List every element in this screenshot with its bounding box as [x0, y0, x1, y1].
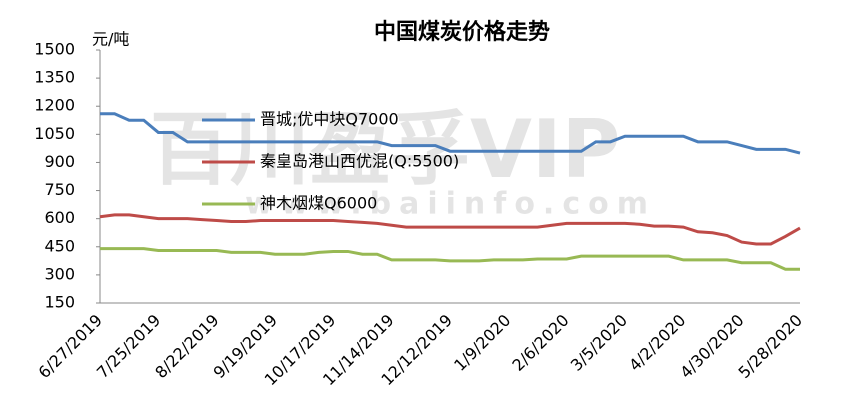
x-tick-label: 3/5/2020: [567, 311, 631, 375]
series-line: [99, 213, 801, 246]
watermark-url: www.baiinfo.com: [245, 187, 656, 222]
legend-label: 秦皇岛港山西优混(Q:5500): [260, 152, 459, 171]
y-tick-label: 750: [44, 180, 75, 199]
y-tick-label: 150: [44, 293, 75, 312]
y-tick-label: 600: [44, 208, 75, 227]
y-tick-label: 1050: [34, 124, 75, 143]
x-tick-label: 1/9/2020: [450, 311, 514, 375]
series-line: [100, 112, 801, 155]
x-tick-label: 2/6/2020: [508, 311, 572, 375]
x-tick-label: 5/28/2020: [735, 311, 806, 382]
y-tick-label: 1500: [34, 40, 75, 59]
watermark: 百川盈孚VIP: [150, 103, 620, 196]
series-line: [100, 247, 800, 271]
y-tick-label: 1350: [34, 68, 75, 87]
y-tick-label: 450: [44, 236, 75, 255]
legend-label: 晋城;优中块Q7000: [260, 110, 399, 129]
legend-label: 神木烟煤Q6000: [260, 194, 377, 213]
y-tick-label: 900: [44, 152, 75, 171]
y-unit: 元/吨: [92, 30, 129, 49]
y-tick-label: 300: [44, 264, 75, 283]
chart-title: 中国煤炭价格走势: [374, 19, 550, 45]
y-tick-label: 1200: [34, 96, 75, 115]
